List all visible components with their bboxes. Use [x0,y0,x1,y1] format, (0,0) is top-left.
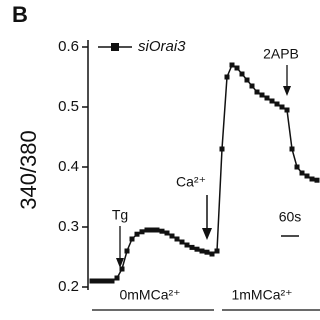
data-point [289,146,295,152]
y-tick-label: 0.3 [58,218,79,235]
data-point [164,230,170,236]
data-point [89,278,95,284]
y-tick-label: 0.6 [58,38,79,55]
data-point [114,275,120,281]
data-point [99,278,105,284]
data-point [209,251,215,257]
data-point [104,278,110,284]
data-point [109,278,115,284]
data-point [94,278,100,284]
data-point [154,227,160,233]
data-point [224,74,230,80]
data-point [119,266,125,272]
data-point [129,236,135,242]
annotation: Tg [112,207,128,223]
legend-marker [111,43,119,51]
phase-label: 0mMCa²⁺ [119,287,180,303]
data-point [174,236,180,242]
data-point [249,83,255,89]
data-point [184,242,190,248]
data-point [304,173,310,179]
legend-label: siOrai3 [138,38,186,55]
data-point [169,233,175,239]
data-point [239,71,245,77]
y-tick-label: 0.4 [58,158,79,175]
y-tick-label: 0.5 [58,98,79,115]
data-point [284,107,290,113]
phase-label: 1mMCa²⁺ [231,287,292,303]
data-point [179,239,185,245]
data-point [149,227,155,233]
data-point [189,244,195,250]
data-point [259,92,265,98]
data-point [199,248,205,254]
annotation: 60s [279,209,302,225]
data-point [144,227,150,233]
data-point [234,65,240,71]
data-point [269,98,275,104]
data-point [274,101,280,107]
annotation: 2APB [263,46,299,62]
data-point [314,177,320,183]
data-point [279,104,285,110]
data-point [264,95,270,101]
data-point [254,89,260,95]
annotation: Ca²⁺ [176,174,206,190]
data-point [229,62,235,68]
arrow-head [116,258,124,268]
y-axis-label: 340/380 [16,130,41,210]
data-point [214,248,220,254]
data-point [294,164,300,170]
data-point [309,176,315,182]
data-point [139,229,145,235]
data-point [299,170,305,176]
data-point [219,146,225,152]
data-point [194,246,200,252]
arrow-head [283,86,291,96]
data-point [204,249,210,255]
arrow-head [202,228,212,240]
data-point [159,228,165,234]
y-tick-label: 0.2 [58,278,79,295]
data-point [124,248,130,254]
data-point [244,77,250,83]
data-point [134,231,140,237]
panel-label: B [12,2,28,27]
